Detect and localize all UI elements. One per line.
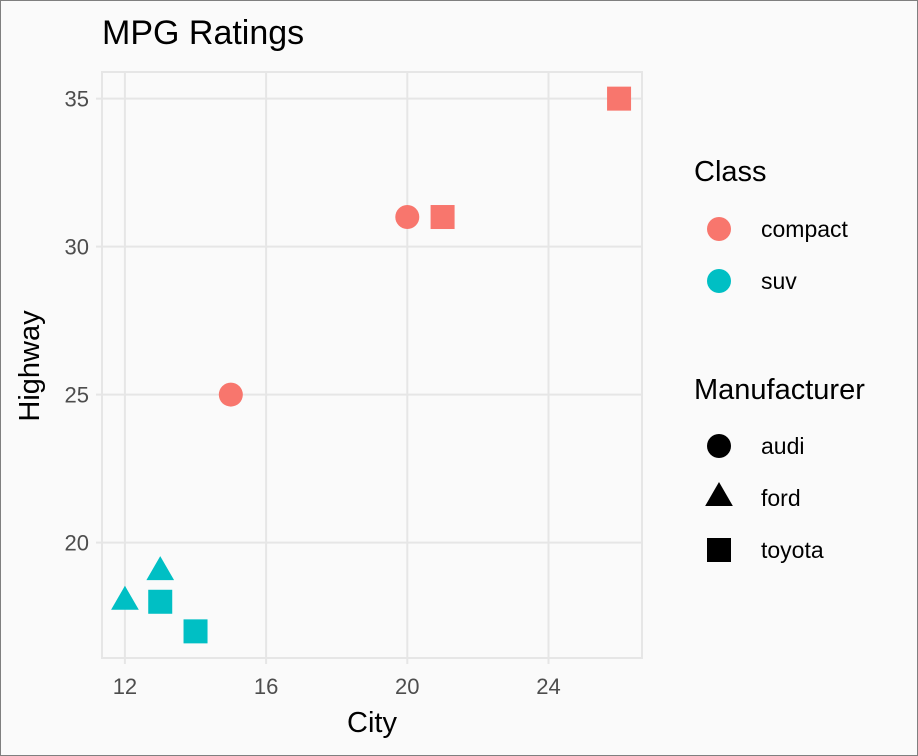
x-axis-title: City [347, 707, 397, 739]
legend-label-toyota: toyota [761, 537, 824, 563]
legend-label-compact: compact [761, 216, 849, 242]
y-tick-label: 25 [65, 383, 89, 408]
legend-label-audi: audi [761, 433, 804, 459]
y-tick-label: 35 [65, 87, 89, 112]
ticks-layer: 12 16 20 24 20 25 30 35 [65, 87, 561, 699]
points-layer [111, 86, 632, 644]
y-axis-title: Highway [14, 310, 46, 422]
y-tick-label: 20 [65, 531, 89, 556]
legend-label-ford: ford [761, 485, 801, 511]
data-point-suv-toyota [148, 589, 173, 614]
data-point-suv-toyota [183, 619, 208, 644]
legend-key-toyota [707, 538, 731, 562]
grid-layer [101, 71, 643, 659]
x-tick-label: 16 [254, 674, 278, 699]
y-tick-label: 30 [65, 235, 89, 260]
legend-key-suv [707, 269, 731, 293]
legend-manufacturer-title: Manufacturer [694, 374, 865, 406]
x-tick-label: 12 [113, 674, 137, 699]
legend-class-title: Class [694, 156, 767, 188]
panel-border [101, 71, 643, 659]
data-point-suv-ford [111, 585, 139, 610]
data-point-compact-audi [218, 382, 243, 407]
x-tick-label: 24 [536, 674, 560, 699]
chart-title: MPG Ratings [102, 14, 304, 52]
legend-class: Class compact suv [694, 156, 849, 294]
data-point-compact-toyota [607, 86, 632, 111]
legend-manufacturer: Manufacturer audi ford toyota [694, 374, 865, 563]
legend-label-suv: suv [761, 268, 797, 294]
legend-key-audi [707, 434, 731, 458]
x-tick-label: 20 [395, 674, 419, 699]
legend-key-ford [705, 482, 733, 506]
legend-key-compact [707, 217, 731, 241]
data-point-suv-ford [146, 556, 175, 581]
data-point-compact-audi [395, 205, 420, 230]
data-point-compact-toyota [430, 205, 455, 230]
